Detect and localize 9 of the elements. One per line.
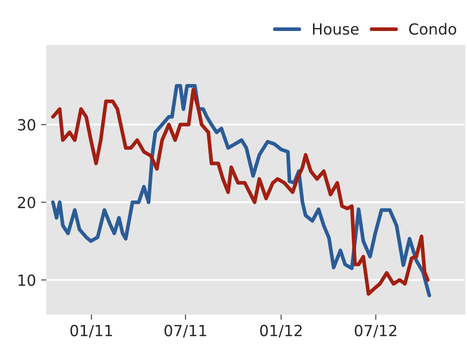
x-tick-label: 01/11 — [70, 324, 112, 338]
x-tick-label: 07/12 — [354, 324, 396, 338]
x-tick-label: 07/11 — [164, 324, 206, 338]
y-tick-label: 30 — [18, 119, 36, 131]
y-tick-label: 20 — [18, 196, 36, 208]
x-tick-label: 01/12 — [260, 324, 302, 338]
y-tick-label: 10 — [18, 274, 36, 286]
legend-label: House — [313, 23, 359, 35]
legend-label: Condo — [409, 22, 456, 35]
